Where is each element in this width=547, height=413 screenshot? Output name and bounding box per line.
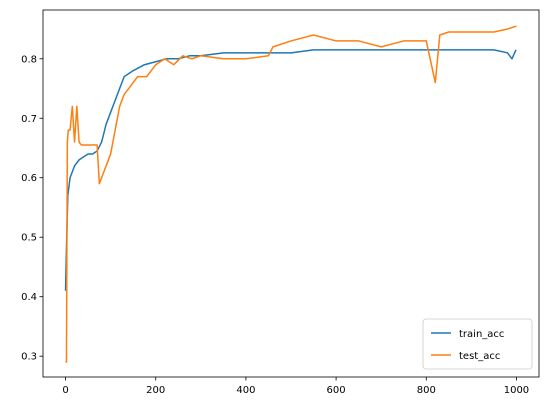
y-axis-ticks: 0.3 0.4 0.5 0.6 0.7 0.8 (21, 54, 43, 363)
y-tick-label: 0.7 (21, 114, 37, 125)
legend-box (422, 318, 533, 370)
x-tick-label: 200 (146, 385, 165, 396)
y-tick-label: 0.8 (21, 54, 37, 65)
x-tick-label: 0 (62, 385, 68, 396)
legend-label-test-acc: test_acc (459, 351, 500, 362)
x-tick-label: 600 (327, 385, 346, 396)
series-line-test-acc (65, 25, 517, 363)
legend: train_acc test_acc (422, 318, 533, 370)
x-tick-label: 400 (236, 385, 255, 396)
plot-area-frame (42, 9, 540, 378)
y-tick-label: 0.5 (21, 233, 37, 244)
legend-label-train-acc: train_acc (459, 329, 504, 340)
x-tick-label: 1000 (504, 385, 529, 396)
y-tick-label: 0.4 (21, 292, 37, 303)
x-tick-label: 800 (417, 385, 436, 396)
y-tick-label: 0.6 (21, 173, 37, 184)
x-axis-ticks: 0 200 400 600 800 1000 (62, 377, 529, 396)
y-tick-label: 0.3 (21, 352, 37, 363)
plot-lines (64, 25, 517, 363)
